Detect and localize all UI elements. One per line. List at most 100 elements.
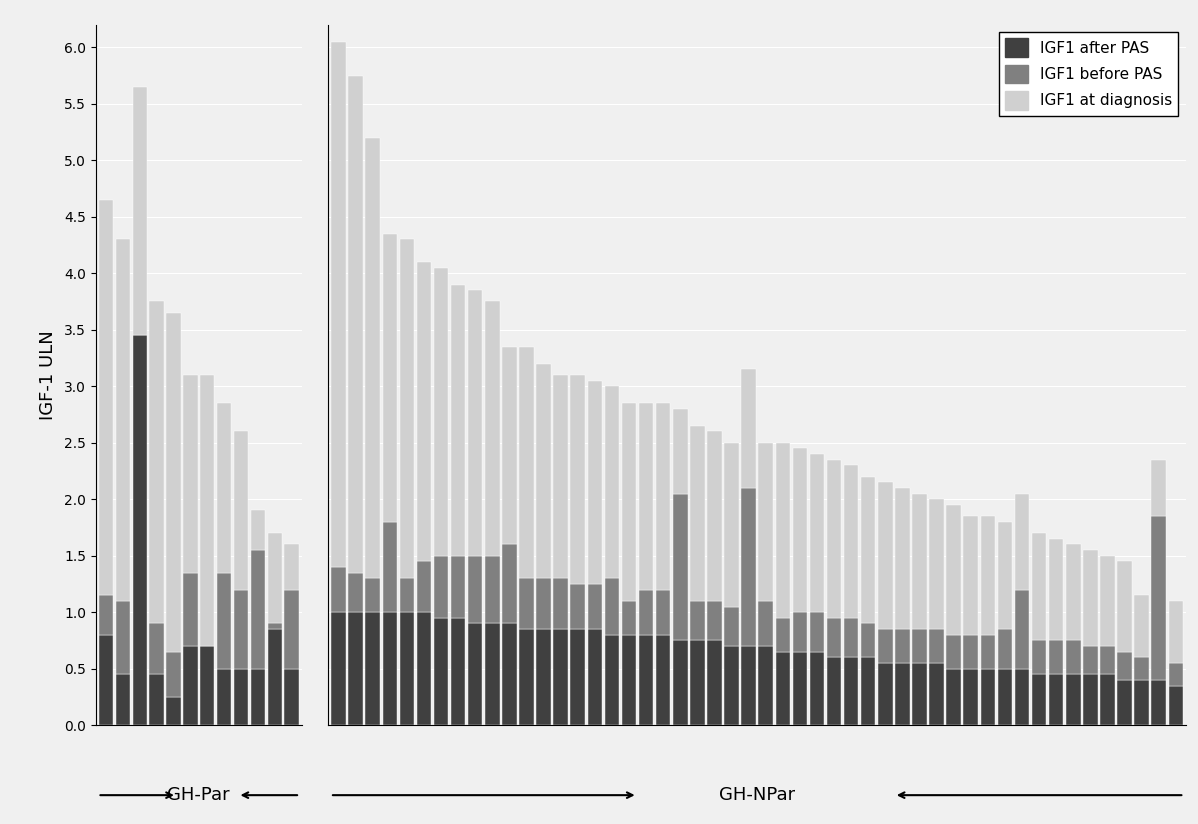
Bar — [434, 555, 448, 618]
Bar — [963, 668, 978, 725]
Bar — [468, 555, 483, 624]
Bar — [639, 589, 653, 634]
Bar — [793, 612, 807, 652]
Bar — [758, 442, 773, 601]
Bar — [382, 612, 397, 725]
Bar — [657, 589, 671, 634]
Bar — [349, 612, 363, 725]
Bar — [267, 629, 282, 725]
Bar — [217, 403, 231, 573]
Bar — [200, 646, 214, 725]
Bar — [673, 409, 688, 494]
Bar — [980, 516, 996, 634]
Bar — [400, 578, 415, 612]
Bar — [690, 640, 704, 725]
Bar — [963, 516, 978, 634]
Bar — [930, 629, 944, 663]
Bar — [1083, 646, 1097, 674]
Bar — [250, 550, 265, 668]
Bar — [502, 624, 516, 725]
Bar — [332, 42, 346, 567]
Bar — [725, 442, 739, 606]
Bar — [434, 268, 448, 555]
Bar — [1015, 589, 1029, 668]
Bar — [183, 573, 198, 646]
Bar — [250, 668, 265, 725]
Bar — [1100, 555, 1114, 646]
Bar — [998, 668, 1012, 725]
Bar — [284, 545, 298, 589]
Bar — [553, 629, 568, 725]
Bar — [946, 668, 961, 725]
Bar — [150, 674, 164, 725]
Bar — [1049, 640, 1064, 674]
Bar — [912, 663, 927, 725]
Bar — [775, 652, 789, 725]
Bar — [468, 290, 483, 555]
Bar — [895, 488, 909, 629]
Bar — [707, 432, 721, 601]
Bar — [861, 624, 876, 658]
Bar — [878, 663, 893, 725]
Bar — [1066, 674, 1081, 725]
Bar — [895, 629, 909, 663]
Bar — [234, 432, 248, 589]
Bar — [1168, 686, 1184, 725]
Bar — [690, 426, 704, 601]
Bar — [133, 87, 147, 335]
Bar — [519, 629, 534, 725]
Bar — [537, 629, 551, 725]
Bar — [775, 442, 789, 618]
Bar — [861, 658, 876, 725]
Bar — [980, 634, 996, 668]
Bar — [793, 652, 807, 725]
Bar — [793, 448, 807, 612]
Bar — [1031, 533, 1046, 640]
Bar — [895, 663, 909, 725]
Bar — [150, 624, 164, 674]
Bar — [1066, 640, 1081, 674]
Bar — [183, 375, 198, 573]
Bar — [365, 138, 380, 578]
Bar — [98, 595, 113, 634]
Bar — [250, 511, 265, 550]
Bar — [400, 612, 415, 725]
Bar — [468, 624, 483, 725]
Legend: IGF1 after PAS, IGF1 before PAS, IGF1 at diagnosis: IGF1 after PAS, IGF1 before PAS, IGF1 at… — [999, 32, 1179, 116]
Bar — [349, 76, 363, 573]
Bar — [417, 262, 431, 561]
Bar — [537, 363, 551, 578]
Bar — [217, 573, 231, 668]
Bar — [657, 403, 671, 589]
Bar — [1135, 658, 1149, 680]
Bar — [1100, 646, 1114, 674]
Bar — [758, 646, 773, 725]
Bar — [1100, 674, 1114, 725]
Bar — [485, 302, 500, 555]
Bar — [946, 505, 961, 634]
Bar — [400, 239, 415, 578]
Y-axis label: IGF-1 ULN: IGF-1 ULN — [40, 330, 58, 419]
Bar — [587, 629, 603, 725]
Bar — [502, 347, 516, 545]
Bar — [570, 629, 585, 725]
Bar — [450, 555, 465, 618]
Bar — [485, 624, 500, 725]
Bar — [553, 578, 568, 629]
Bar — [382, 234, 397, 522]
Bar — [365, 612, 380, 725]
Bar — [417, 561, 431, 612]
Bar — [1118, 561, 1132, 652]
Text: GH-Par: GH-Par — [168, 786, 230, 804]
Bar — [332, 612, 346, 725]
Bar — [810, 612, 824, 652]
Bar — [998, 629, 1012, 668]
Bar — [1049, 674, 1064, 725]
Bar — [365, 578, 380, 612]
Bar — [1083, 550, 1097, 646]
Bar — [450, 618, 465, 725]
Bar — [1049, 539, 1064, 640]
Bar — [200, 375, 214, 646]
Bar — [861, 476, 876, 624]
Bar — [234, 668, 248, 725]
